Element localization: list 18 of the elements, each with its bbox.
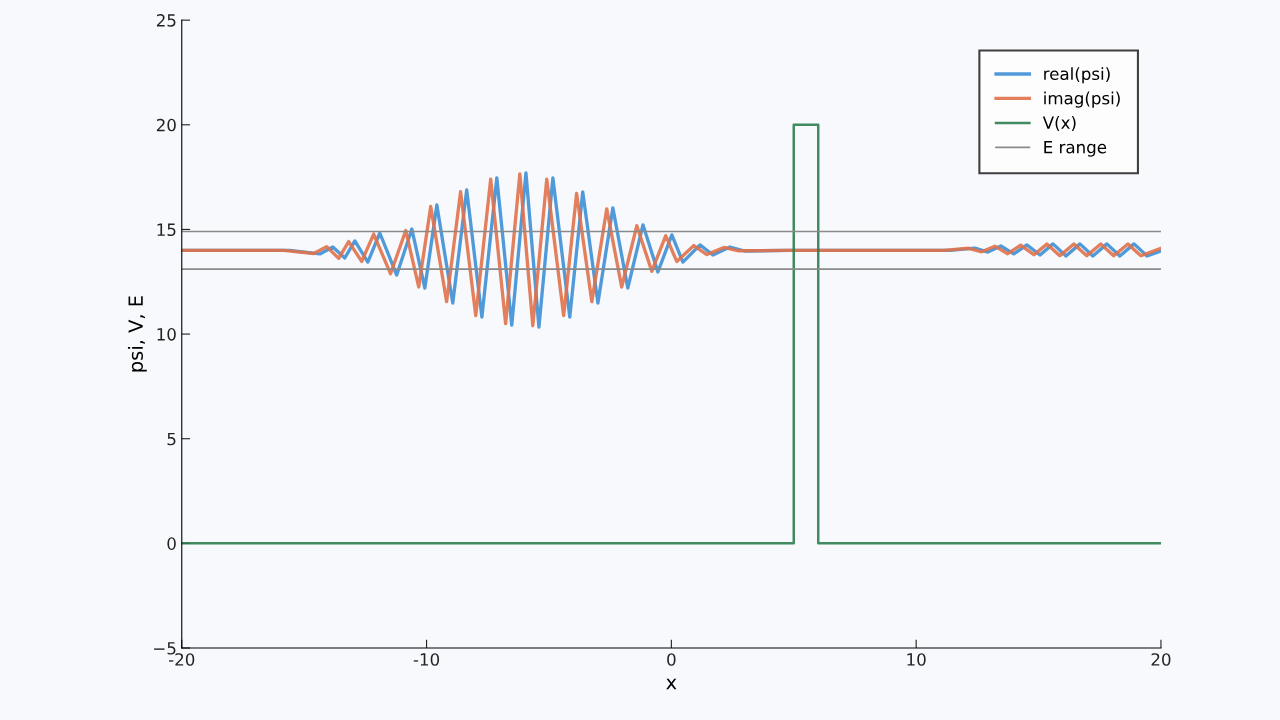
x-tick-label: -10 [413, 653, 440, 666]
x-tick-label: 10 [907, 653, 926, 666]
y-tick-label: 20 [156, 118, 176, 132]
legend-label: E range [1044, 141, 1107, 157]
y-tick-label: 25 [156, 14, 176, 27]
y-tick-label: 10 [157, 328, 176, 341]
legend-label: real(psi) [1044, 67, 1110, 84]
y-tick-label: 15 [157, 223, 176, 237]
y-tick-label: 5 [167, 432, 176, 446]
x-axis-title: x [666, 678, 677, 690]
legend-label: imag(psi) [1044, 91, 1120, 108]
x-tick-label: 0 [667, 653, 676, 666]
y-axis-title: psi, V, E [127, 296, 147, 372]
y-tick-label: −5 [154, 642, 176, 655]
legend-label: V(x) [1042, 116, 1076, 131]
x-tick-label: 20 [1151, 653, 1171, 666]
y-tick-label: 0 [167, 537, 176, 550]
x-tick-label: -20 [168, 653, 195, 666]
